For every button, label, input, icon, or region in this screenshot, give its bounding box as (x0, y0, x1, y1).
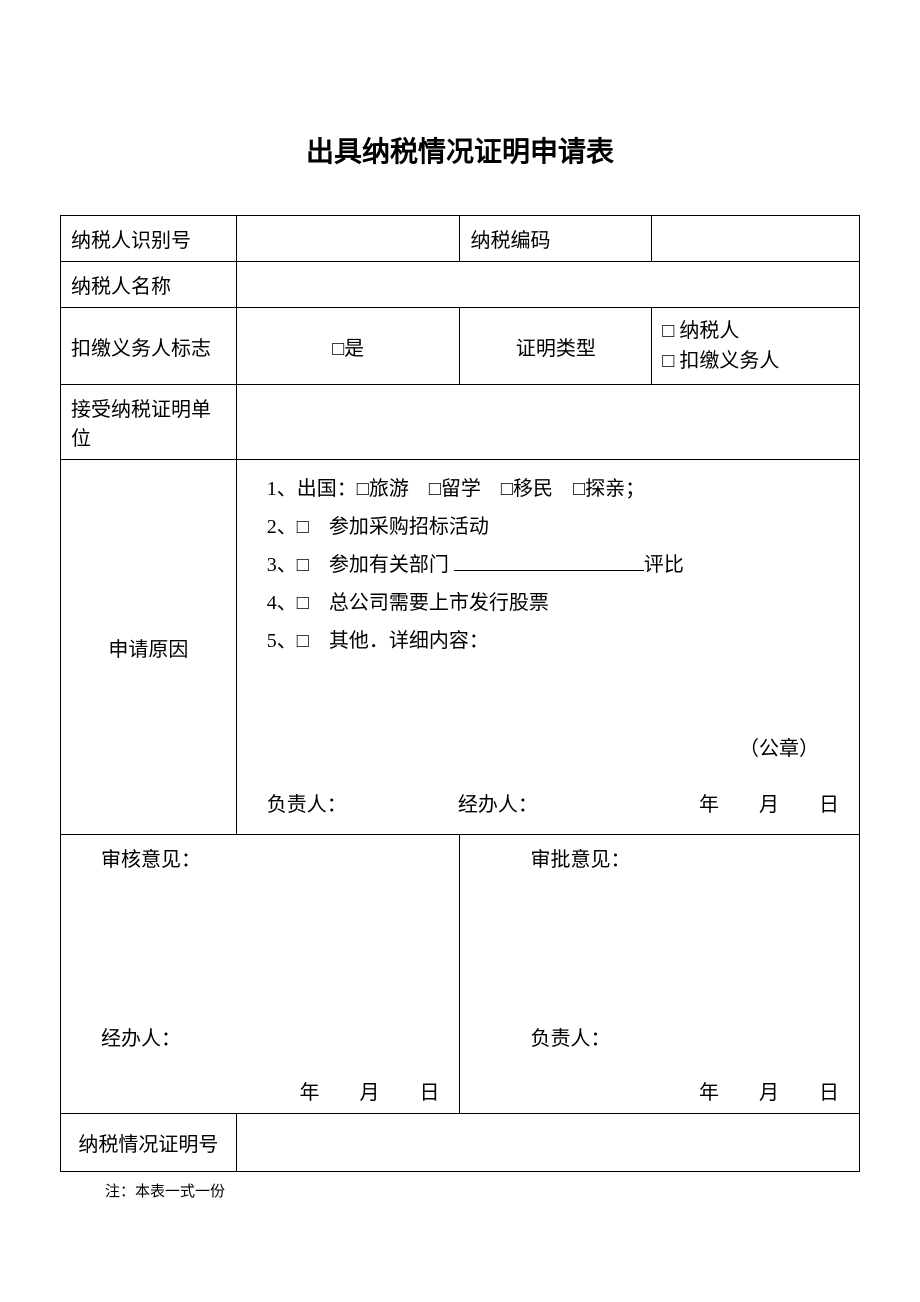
tax-code-value (652, 216, 860, 262)
cert-type-opt1: □ 纳税人 (662, 316, 849, 346)
reason-sign-line: 负责人： 经办人： 年 月 日 (267, 786, 839, 824)
taxpayer-name-label: 纳税人名称 (61, 262, 237, 308)
approve-responsible: 负责人： (530, 1022, 844, 1051)
taxpayer-id-label: 纳税人识别号 (61, 216, 237, 262)
review-handler: 经办人： (101, 1022, 444, 1051)
form-note: 注：本表一式一份 (105, 1180, 860, 1201)
blank-underline (454, 551, 644, 571)
form-table: 纳税人识别号 纳税编码 纳税人名称 扣缴义务人标志 □是 证明类型 □ 纳税人 … (60, 215, 860, 1172)
row-taxpayer-name: 纳税人名称 (61, 262, 860, 308)
tax-cert-no-value (236, 1114, 859, 1172)
tax-code-label: 纳税编码 (460, 216, 652, 262)
withholding-yes: □是 (236, 308, 460, 385)
form-title: 出具纳税情况证明申请表 (60, 130, 860, 170)
row-reason: 申请原因 1、出国：□旅游 □留学 □移民 □探亲； 2、□ 参加采购招标活动 … (61, 460, 860, 835)
date-ymd: 年 月 日 (699, 786, 839, 824)
reason-line3: 3、□ 参加有关部门 评比 (267, 546, 839, 584)
responsible-label: 负责人： (267, 786, 347, 824)
row-opinions: 审核意见： 经办人： 年 月 日 审批意见： 负责人： 年 月 日 (61, 835, 860, 1114)
reason-line4: 4、□ 总公司需要上市发行股票 (267, 584, 839, 622)
accept-unit-label: 接受纳税证明单位 (61, 385, 237, 460)
taxpayer-name-value (236, 262, 859, 308)
cert-type-label: 证明类型 (460, 308, 652, 385)
row-taxpayer-id: 纳税人识别号 纳税编码 (61, 216, 860, 262)
tax-cert-no-label: 纳税情况证明号 (61, 1114, 237, 1172)
approve-date: 年 月 日 (475, 1076, 844, 1105)
row-cert-no: 纳税情况证明号 (61, 1114, 860, 1172)
row-withholding: 扣缴义务人标志 □是 证明类型 □ 纳税人 □ 扣缴义务人 (61, 308, 860, 385)
handler-label: 经办人： (458, 786, 538, 824)
review-label: 审核意见： (101, 843, 444, 872)
reason-body: 1、出国：□旅游 □留学 □移民 □探亲； 2、□ 参加采购招标活动 3、□ 参… (236, 460, 859, 835)
approve-block: 审批意见： 负责人： 年 月 日 (460, 835, 860, 1114)
accept-unit-value (236, 385, 859, 460)
review-date: 年 月 日 (76, 1076, 444, 1105)
reason-line5: 5、□ 其他．详细内容： (267, 622, 839, 660)
cert-type-options: □ 纳税人 □ 扣缴义务人 (652, 308, 860, 385)
cert-type-opt2: □ 扣缴义务人 (662, 346, 849, 376)
taxpayer-id-value (236, 216, 460, 262)
withholding-flag-label: 扣缴义务人标志 (61, 308, 237, 385)
reason-line1: 1、出国：□旅游 □留学 □移民 □探亲； (267, 470, 839, 508)
review-block: 审核意见： 经办人： 年 月 日 (61, 835, 460, 1114)
reason-line2: 2、□ 参加采购招标活动 (267, 508, 839, 546)
approve-label: 审批意见： (530, 843, 844, 872)
reason-label: 申请原因 (61, 460, 237, 835)
row-accept-unit: 接受纳税证明单位 (61, 385, 860, 460)
stamp-text: （公章） (267, 730, 839, 768)
